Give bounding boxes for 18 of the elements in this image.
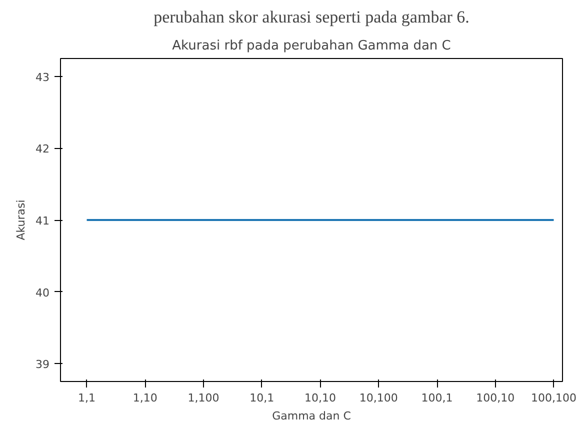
- x-tick-label: 1,100: [188, 392, 220, 404]
- x-tick-label: 10,1: [250, 392, 274, 404]
- x-tick-label: 100,100: [531, 392, 576, 404]
- x-tick-label: 100,1: [421, 392, 453, 404]
- y-axis-title: Akurasi: [14, 200, 28, 240]
- y-tick-label: 42: [36, 142, 50, 156]
- x-tick-label: 1,1: [78, 392, 96, 404]
- y-tick-label: 41: [36, 214, 50, 228]
- x-axis-title: Gamma dan C: [272, 410, 352, 422]
- x-tick-label: 1,10: [132, 392, 158, 404]
- y-tick-label: 39: [36, 358, 50, 372]
- x-tick-label: 10,100: [359, 392, 398, 404]
- chart-title: Akurasi rbf pada perubahan Gamma dan C: [172, 38, 451, 54]
- y-tick-label: 40: [36, 286, 50, 300]
- text: perubahan skor akurasi seperti pada gambar 6.: [154, 8, 470, 26]
- x-tick-label: 10,10: [304, 392, 336, 404]
- x-tick-label: 100,10: [476, 392, 515, 404]
- y-tick-label: 43: [36, 70, 50, 84]
